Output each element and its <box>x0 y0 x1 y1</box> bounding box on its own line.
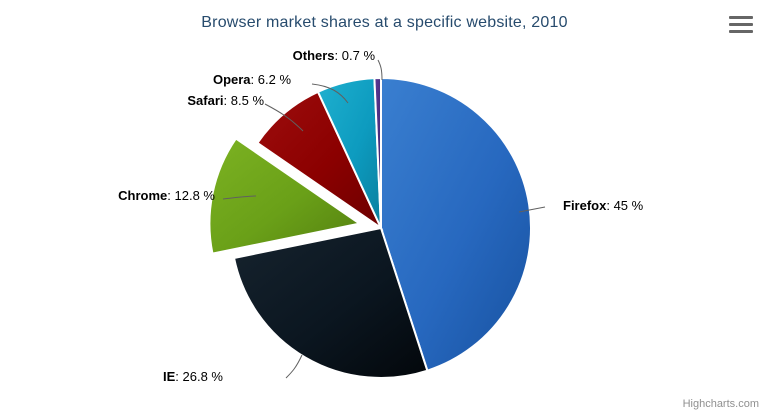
connector-ie <box>285 354 303 379</box>
pie-slice-firefox[interactable] <box>380 76 532 372</box>
connector-others <box>377 59 383 81</box>
menu-bar-3 <box>729 30 753 33</box>
connector-chrome <box>222 195 257 200</box>
pie-slice-ie[interactable] <box>232 226 429 379</box>
hamburger-menu-icon[interactable] <box>729 16 753 36</box>
pie-slices <box>208 76 532 379</box>
menu-bar-1 <box>729 16 753 19</box>
credits-link[interactable]: Highcharts.com <box>682 398 759 410</box>
chart-title: Browser market shares at a specific webs… <box>201 14 568 31</box>
pie-slice-chrome[interactable] <box>208 137 362 255</box>
label-connectors <box>222 59 546 379</box>
pie-slice-others[interactable] <box>373 76 382 229</box>
connector-safari <box>264 103 304 132</box>
connector-firefox <box>518 206 546 213</box>
connector-opera <box>311 83 349 104</box>
menu-bar-2 <box>729 23 753 26</box>
